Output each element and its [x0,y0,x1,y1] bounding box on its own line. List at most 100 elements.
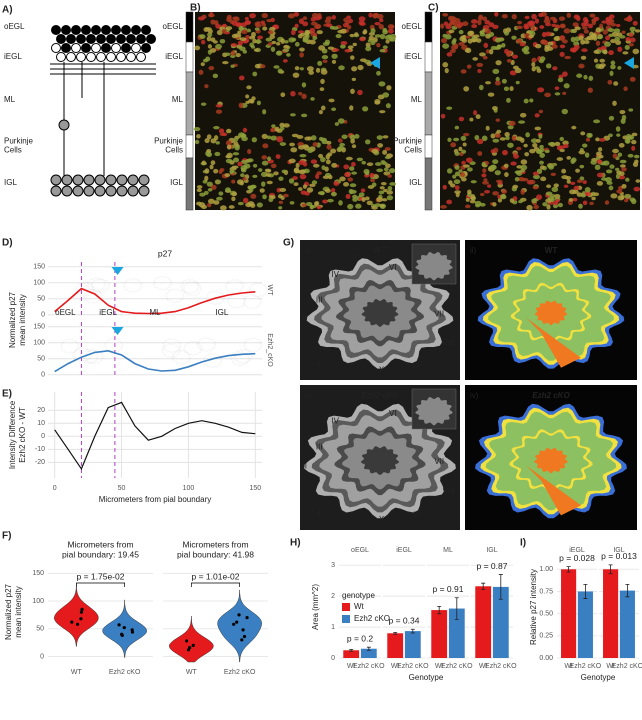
cell [306,187,314,193]
cell [610,23,617,27]
p-value: p = 1.01e-02 [192,571,240,581]
cell [583,40,590,45]
cell [534,18,540,24]
cell [228,205,235,209]
cell [248,185,255,190]
cell [587,23,594,29]
granule-cell [51,25,61,35]
cell [358,16,366,22]
cell [516,146,522,151]
panel-label: E) [2,389,12,400]
cell [354,134,360,139]
igl-cell [50,185,62,197]
cell [271,40,277,45]
cell [321,165,326,171]
lobule-label: VIII [443,339,455,348]
cell [557,202,563,208]
cell [484,28,492,35]
bar [561,569,577,658]
cell [578,63,585,69]
cell [483,42,489,49]
x-tick-label: WT [71,669,83,676]
cell [476,138,484,145]
cell [481,173,487,178]
cell [331,53,338,59]
cell [575,168,580,173]
cell [479,52,486,57]
point [240,638,244,642]
cell [387,174,392,178]
cell [498,37,505,42]
cell [467,38,473,44]
cell [492,24,499,29]
cell [252,174,258,178]
cell [515,38,523,44]
igl-cell [138,185,150,197]
panel-label: I) [520,538,526,549]
cell [276,137,284,143]
x-tick-label: Ezh2 cKO [612,663,642,670]
cell [632,20,638,26]
lobule-label: IV [331,270,339,279]
igl-cell [105,174,117,186]
cell [383,188,388,193]
x-tick-label: Wt [479,663,488,670]
cell [207,198,215,204]
error-bar [393,631,398,635]
cell [331,15,337,20]
cell [210,184,217,190]
cell [337,138,343,143]
cell [612,100,617,106]
cell [454,125,460,130]
cell [571,48,577,53]
cell [385,103,391,109]
cell [455,191,460,198]
cell [501,42,506,48]
cell [615,40,622,46]
trace-shadow [75,281,95,297]
cell [349,33,355,38]
cell [313,163,320,168]
cell [319,191,325,196]
cell [315,23,322,29]
cell [571,157,577,163]
cell [282,193,289,198]
cell [322,41,330,46]
cell [230,43,238,47]
cell [576,179,583,184]
cell [622,51,629,55]
cell [358,20,365,26]
cell [270,135,278,141]
cell [302,21,309,27]
cell [559,44,566,49]
cell [358,192,365,198]
cell [566,12,572,18]
trace-shadow [242,294,262,310]
cell [267,42,273,46]
cell [616,23,621,28]
cell [299,154,307,158]
point [185,639,189,643]
x-tick-label: Ezh2 cKO [353,663,385,670]
cell [492,202,497,207]
panel-tag: iv) [470,391,479,400]
cell [325,159,331,165]
cell [349,189,357,194]
facet-label: ML [443,547,453,554]
cell [294,66,300,71]
granule-cell [66,34,76,44]
cell [282,48,290,53]
cell [310,135,317,141]
point [235,620,239,624]
cell [299,173,307,180]
cell [329,25,335,30]
cell [282,123,290,128]
cell [617,66,622,70]
cell [591,196,596,201]
cell [519,42,526,47]
cell [378,23,384,30]
trace-shadow [161,343,182,359]
cell [538,12,544,18]
cell [345,156,353,161]
cell [374,98,381,104]
